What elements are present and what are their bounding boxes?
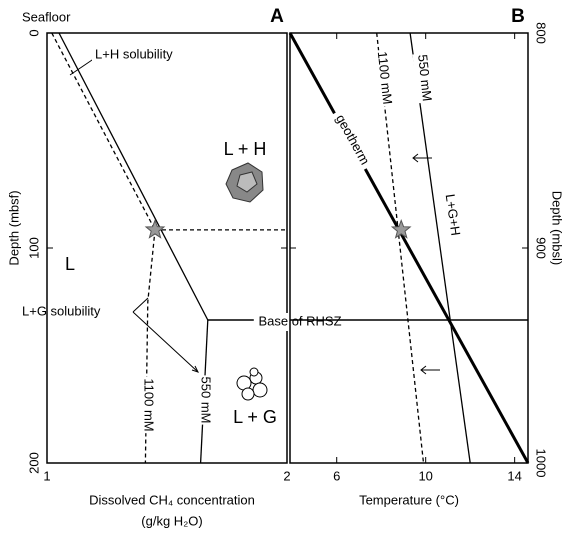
series-line: [58, 32, 209, 321]
y-tick-label: 200: [26, 452, 41, 474]
y-tick-label: 0: [26, 29, 41, 36]
x-axis-label: (g/kg H₂O): [141, 513, 202, 528]
annotation: L+G+H: [443, 193, 464, 237]
label-backdrop: [372, 49, 396, 107]
series-label: 550 mM: [415, 54, 435, 102]
label-backdrop: [92, 46, 199, 64]
panel-letter: B: [511, 6, 525, 27]
label-backdrop: [328, 107, 376, 173]
x-tick-label: 10: [418, 468, 432, 483]
y-tick-label: 1000: [534, 449, 549, 478]
annotation: L: [65, 254, 75, 274]
y-axis-label: Depth (mbsf): [6, 190, 21, 265]
x-tick-label: 2: [283, 468, 290, 483]
label-backdrop: [412, 52, 436, 104]
panel-letter: A: [270, 6, 284, 27]
star-marker: [144, 218, 166, 239]
y-axis-label: Depth (mbsl): [550, 191, 565, 265]
series-label: L+H solubility: [95, 46, 173, 61]
annotation: Seafloor: [22, 9, 71, 24]
series-label: Base of RHSZ: [258, 313, 341, 328]
series-line: [409, 32, 471, 464]
hydrate-icon: [225, 162, 264, 203]
series-label: 550 mM: [199, 377, 214, 424]
series-line: [51, 32, 156, 231]
annotation: L + H: [224, 139, 267, 159]
pointer-arrows: [69, 57, 440, 375]
series-line: [144, 229, 156, 464]
label-backdrop: [196, 375, 214, 425]
x-tick-label: 6: [333, 468, 340, 483]
y-tick-label: 800: [534, 22, 549, 44]
label-backdrop: [139, 376, 157, 434]
series-label: 1100 mM: [142, 378, 157, 431]
star-marker: [390, 218, 412, 239]
x-tick-label: 1: [43, 468, 50, 483]
y-tick-label: 900: [534, 237, 549, 259]
y-tick-label: 100: [26, 237, 41, 259]
series-label: 1100 mM: [375, 51, 395, 106]
label-backdrop: [253, 313, 347, 331]
series-line: [288, 32, 530, 464]
x-axis-label: Temperature (°C): [359, 492, 459, 507]
annotation: L + G: [233, 407, 277, 427]
x-tick-label: 14: [507, 468, 521, 483]
annotation: L+G solubility: [22, 303, 101, 318]
x-axis-label: Dissolved CH₄ concentration: [89, 492, 255, 507]
gas-bubbles-icon: [236, 367, 268, 401]
